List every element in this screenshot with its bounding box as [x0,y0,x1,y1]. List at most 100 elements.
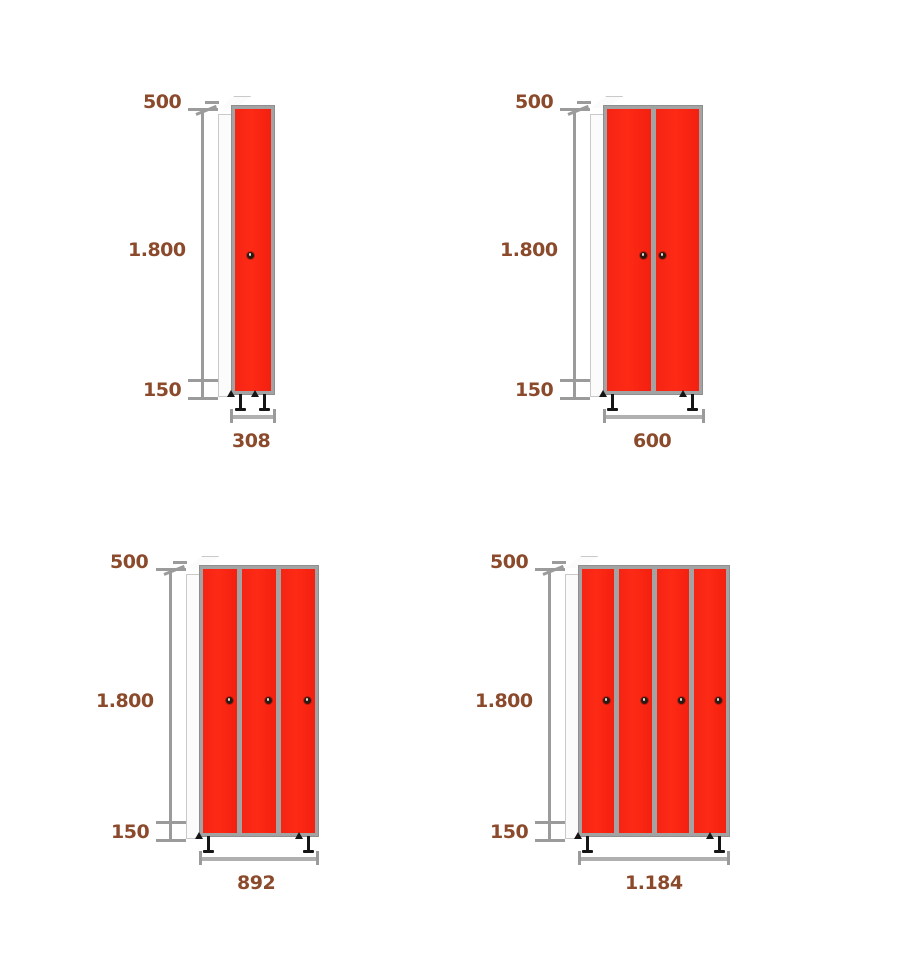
door-lock-icon[interactable] [639,252,647,259]
leg-bracket [227,390,235,397]
door-lock-icon[interactable] [603,697,611,704]
leg-bracket [679,390,687,397]
dimension-tick-150-lower [156,839,186,842]
dimension-tick-width-left [578,851,581,865]
locker-door[interactable] [619,569,652,833]
dimension-tick-top-secondary [577,101,591,104]
cabinet-carcass [231,105,275,395]
locker-cabinet [590,96,720,411]
locker-cabinet [186,556,336,853]
locker-leg [586,836,589,851]
door-lock-icon[interactable] [265,697,272,704]
dimension-label-500: 500 [110,551,149,573]
dimension-line-vertical [169,568,172,840]
leg-bracket [195,832,203,839]
dimension-label-width: 600 [633,430,672,452]
cabinet-side-panel [565,574,580,839]
locker-door[interactable] [655,109,699,391]
locker-leg [691,394,694,409]
dimension-label-500: 500 [143,91,182,113]
dimension-tick-150-upper [535,821,565,824]
dimension-line-horizontal [200,857,318,861]
locker-leg [611,394,614,409]
locker-foot [607,408,618,411]
cabinet-side-panel [218,114,233,397]
dimension-tick-width-left [199,851,202,865]
locker-door[interactable] [235,109,271,391]
leg-bracket [295,832,303,839]
cabinet-carcass [578,565,730,837]
locker-door[interactable] [656,569,689,833]
leg-bracket [599,390,607,397]
dimension-tick-width-right [316,851,319,865]
locker-door[interactable] [582,569,615,833]
locker-foot [259,408,270,411]
cabinet-carcass [199,565,319,837]
door-lock-icon[interactable] [715,697,722,704]
locker-leg [263,394,266,409]
dimension-line-horizontal [579,857,729,861]
cabinet-side-panel [590,114,605,397]
cabinet-side-panel [186,574,201,839]
locker-foot [687,408,698,411]
dimension-label-500: 500 [490,551,529,573]
locker-leg [207,836,210,851]
dimension-tick-width-right [273,409,276,423]
locker-foot [303,850,314,853]
locker-figure-2-door: 500 1.800 150 [370,0,790,480]
locker-door[interactable] [693,569,726,833]
dimension-label-1800: 1.800 [128,239,186,261]
locker-figure-4-door: 500 1.800 150 [370,460,830,930]
door-lock-icon[interactable] [658,252,666,259]
dimension-label-1800: 1.800 [500,239,558,261]
locker-leg [239,394,242,409]
locker-foot [203,850,214,853]
leg-bracket [251,390,259,397]
locker-door[interactable] [242,569,276,833]
dimension-label-500: 500 [515,91,554,113]
dimension-label-1800: 1.800 [475,690,533,712]
dimension-tick-150-lower [560,397,590,400]
dimension-tick-150-upper [156,821,186,824]
door-lock-icon[interactable] [677,697,685,704]
dimension-tick-top-secondary [173,561,187,564]
locker-leg [718,836,721,851]
locker-figure-1-door: 500 1.800 150 [0,0,360,480]
dimension-tick-top-secondary [552,561,566,564]
dimension-line-vertical [201,108,204,398]
dimension-tick-150-upper [188,379,218,382]
dimension-tick-width-left [603,409,606,423]
locker-cabinet [218,96,288,411]
dimension-line-vertical [548,568,551,840]
door-lock-icon[interactable] [226,697,233,704]
door-lock-icon[interactable] [304,697,311,704]
dimension-tick-top-secondary [205,101,219,104]
dimension-line-horizontal [604,415,704,419]
dimension-line-vertical [573,108,576,398]
dimension-tick-width-right [727,851,730,865]
locker-figure-3-door: 500 1.800 150 [0,460,400,930]
locker-door[interactable] [607,109,651,391]
leg-bracket [574,832,582,839]
dimension-label-1800: 1.800 [96,690,154,712]
locker-foot [714,850,725,853]
cabinet-carcass [603,105,703,395]
dimension-label-width: 1.184 [625,872,683,894]
dimension-tick-width-right [702,409,705,423]
locker-leg [307,836,310,851]
dimension-tick-150-lower [535,839,565,842]
dimension-label-150: 150 [515,379,554,401]
locker-foot [235,408,246,411]
dimension-tick-width-left [230,409,233,423]
dimension-label-width: 308 [232,430,271,452]
door-lock-icon[interactable] [247,252,254,259]
door-lock-icon[interactable] [640,697,648,704]
dimension-label-150: 150 [111,821,150,843]
locker-foot [582,850,593,853]
leg-bracket [706,832,714,839]
locker-door[interactable] [203,569,237,833]
dimension-tick-150-upper [560,379,590,382]
locker-cabinet [565,556,745,853]
locker-door[interactable] [281,569,315,833]
